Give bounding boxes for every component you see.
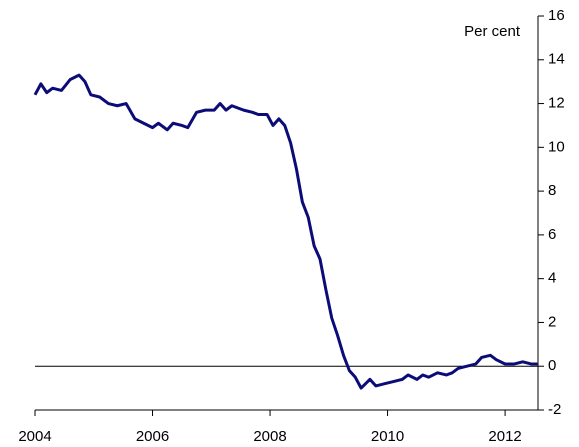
data-line — [33, 73, 538, 390]
x-tick-label: 2012 — [488, 428, 521, 445]
y-tick-label: 12 — [548, 95, 565, 112]
y-tick-label: 0 — [548, 357, 556, 374]
x-tick-label: 2006 — [136, 428, 169, 445]
y-tick-label: 14 — [548, 51, 565, 68]
y-tick-label: -2 — [548, 401, 561, 418]
y-tick-label: 4 — [548, 270, 556, 287]
y-tick-label: 2 — [548, 313, 556, 330]
y-axis-label: Per cent — [464, 23, 521, 40]
y-tick-label: 10 — [548, 138, 565, 155]
y-tick-label: 16 — [548, 7, 565, 24]
x-tick-label: 2010 — [371, 428, 404, 445]
y-tick-label: 6 — [548, 226, 556, 243]
x-tick-label: 2008 — [253, 428, 286, 445]
x-tick-label: 2004 — [18, 428, 51, 445]
y-tick-label: 8 — [548, 182, 556, 199]
